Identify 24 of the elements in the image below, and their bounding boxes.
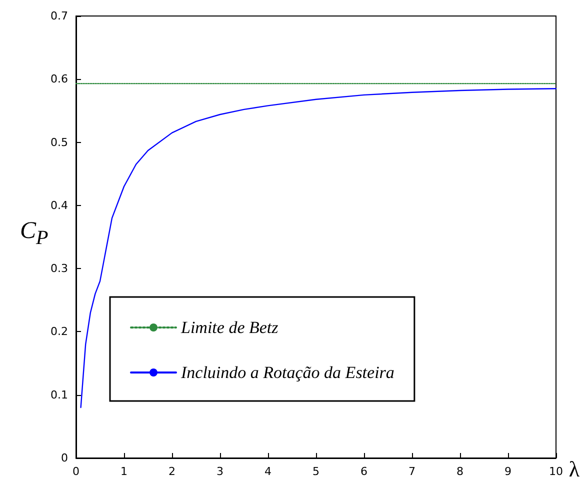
x-tick-label: 3: [216, 465, 224, 478]
legend-label: Limite de Betz: [180, 318, 279, 337]
line-series: [80, 88, 557, 408]
x-tick-label: 9: [504, 465, 512, 478]
y-tick-label: 0.2: [50, 325, 68, 338]
y-axis-title: C$_{P}$: [20, 218, 48, 250]
x-axis-title: λ: [568, 456, 580, 481]
x-tick-label: 5: [312, 465, 320, 478]
x-tick-label: 8: [456, 465, 464, 478]
y-tick-label: 0.4: [50, 198, 68, 212]
x-tick-label: 4: [264, 465, 272, 478]
x-tick-label: 0: [72, 465, 80, 478]
legend-label: Incluindo a Rotação da Esteira: [180, 363, 394, 382]
x-tick-label: 2: [168, 465, 176, 478]
y-tick-label: 0.3: [50, 262, 68, 276]
y-tick-label: 0.5: [50, 136, 68, 149]
x-tick-label: 10: [549, 465, 563, 478]
x-tick-label: 6: [360, 465, 368, 478]
y-tick-label: 0.7: [50, 10, 68, 22]
y-tick-label: 0.1: [50, 388, 68, 402]
x-tick-label: 7: [408, 465, 416, 478]
y-tick-label: 0.6: [50, 72, 68, 86]
y-tick-label: 0: [61, 452, 68, 464]
x-tick-label: 1: [120, 465, 128, 478]
